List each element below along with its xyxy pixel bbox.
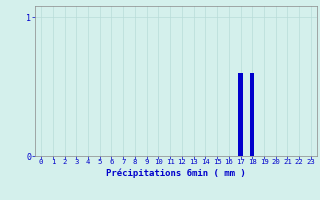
Bar <box>238 73 243 156</box>
X-axis label: Précipitations 6min ( mm ): Précipitations 6min ( mm ) <box>106 168 246 178</box>
Bar <box>250 73 254 156</box>
